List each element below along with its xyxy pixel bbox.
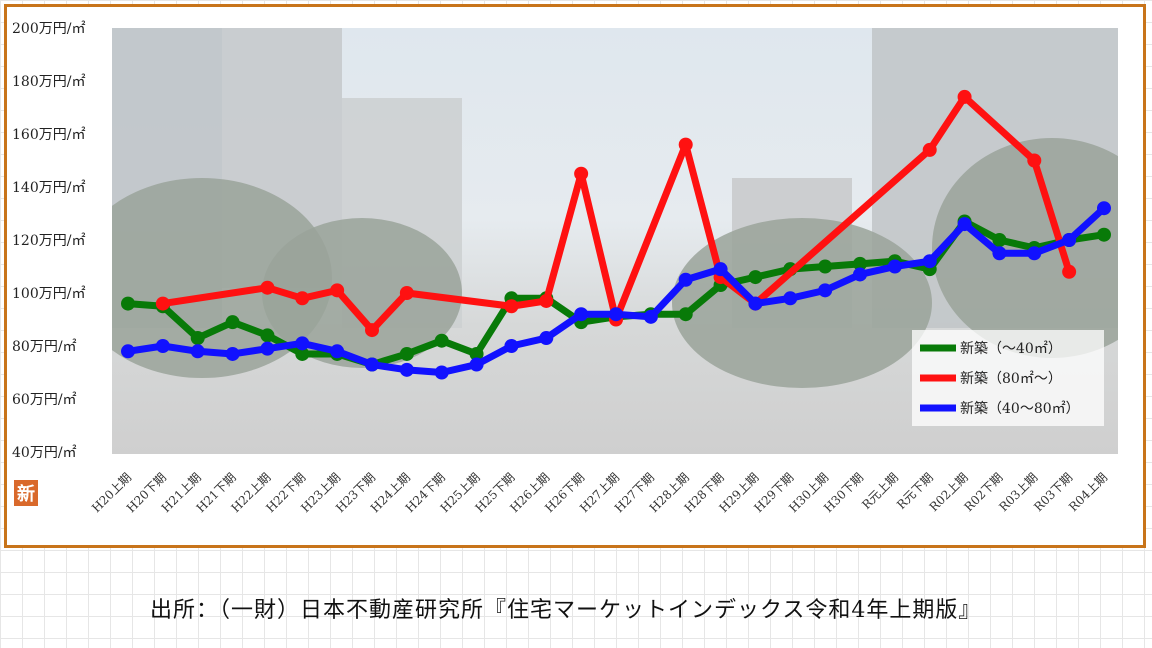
series-point <box>155 339 170 353</box>
y-tick-label: 140万円/㎡ <box>12 180 85 196</box>
series-point <box>225 315 240 330</box>
series-point <box>853 267 867 282</box>
series-point <box>957 217 972 232</box>
series-point <box>434 333 449 348</box>
chart-series <box>121 89 1111 380</box>
series-point <box>783 291 798 306</box>
new-badge: 新 <box>14 480 38 506</box>
series-point <box>399 346 414 361</box>
chart-legend: 新築（～40㎡） 新築（80㎡～） 新築（40～80㎡） <box>912 330 1104 426</box>
legend-label: 新築（～40㎡） <box>960 341 1062 357</box>
y-tick-label: 80万円/㎡ <box>12 339 77 355</box>
series-point <box>260 341 275 356</box>
series-point <box>992 233 1007 247</box>
y-tick-label: 120万円/㎡ <box>12 233 85 249</box>
series-point <box>469 357 484 372</box>
series-point <box>1062 264 1077 279</box>
series-point <box>678 307 693 322</box>
series-point <box>330 283 345 298</box>
series-point <box>190 344 205 359</box>
y-tick-label: 100万円/㎡ <box>12 286 85 302</box>
series-point <box>609 307 623 322</box>
series-point <box>225 346 240 361</box>
x-axis-ticks: H20上期H20下期H21上期H21下期H22上期H22下期H23上期H23下期… <box>89 470 1110 515</box>
x-tick-label: R元上期 <box>859 470 901 512</box>
series-point <box>1062 233 1077 247</box>
series-point <box>713 262 728 277</box>
y-tick-label: 40万円/㎡ <box>12 445 77 461</box>
series-point <box>365 357 379 372</box>
series-point <box>922 254 937 269</box>
series-point <box>1097 227 1111 242</box>
series-point <box>574 166 589 181</box>
series-point <box>678 137 693 152</box>
series-point <box>922 142 937 157</box>
series-point <box>295 291 310 306</box>
series-point <box>504 299 519 314</box>
series-point <box>887 259 902 274</box>
series-point <box>295 336 310 351</box>
series-point <box>992 246 1007 261</box>
series-point <box>643 309 658 324</box>
series-point <box>399 286 414 300</box>
series-point <box>504 339 519 353</box>
series-point <box>365 323 379 338</box>
series-point <box>1027 246 1042 261</box>
source-caption: 出所：（一財）日本不動産研究所『住宅マーケットインデックス令和4年上期版』 <box>150 598 982 623</box>
series-point <box>539 331 554 346</box>
x-tick-label: R04上期 <box>1066 470 1110 514</box>
y-tick-label: 160万円/㎡ <box>12 127 85 143</box>
series-point <box>748 270 763 285</box>
series-point <box>1027 153 1042 168</box>
y-tick-label: 200万円/㎡ <box>12 21 85 37</box>
y-tick-label: 180万円/㎡ <box>12 74 85 90</box>
series-point <box>121 344 135 359</box>
legend-label: 新築（80㎡～） <box>960 371 1062 387</box>
y-tick-label: 60万円/㎡ <box>12 392 77 408</box>
series-point <box>434 365 449 380</box>
series-point <box>539 293 554 308</box>
series-point <box>574 307 589 322</box>
series-point <box>260 328 275 343</box>
series-point <box>190 331 205 346</box>
series-point <box>155 296 170 311</box>
series-point <box>399 362 414 377</box>
series-point <box>853 256 867 271</box>
series-point <box>818 259 833 274</box>
series-point <box>1097 201 1111 216</box>
series-point <box>748 296 763 311</box>
series-point <box>295 346 310 361</box>
series-point <box>330 344 345 359</box>
series-point <box>121 296 135 311</box>
series-point <box>469 346 484 361</box>
legend-label: 新築（40～80㎡） <box>960 401 1080 417</box>
series-point <box>260 280 275 295</box>
series-point <box>818 283 833 298</box>
series-point <box>957 89 972 104</box>
y-axis-ticks: 200万円/㎡ 180万円/㎡ 160万円/㎡ 140万円/㎡ 120万円/㎡ 100万円… <box>12 21 85 461</box>
series-point <box>678 272 693 287</box>
